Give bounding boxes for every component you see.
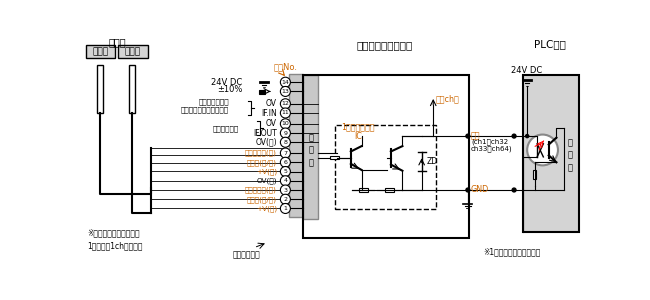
Circle shape [512, 188, 516, 192]
Bar [97, 65, 103, 113]
Bar [303, 74, 469, 238]
Text: +V(茶): +V(茶) [256, 168, 277, 175]
Bar [86, 45, 115, 58]
Circle shape [280, 148, 291, 158]
Text: 2: 2 [283, 197, 287, 202]
Text: 干渉防止出力: 干渉防止出力 [212, 125, 239, 132]
Text: 主
回
路: 主 回 路 [308, 133, 313, 167]
Bar [129, 65, 135, 113]
Circle shape [280, 99, 291, 109]
Circle shape [280, 167, 291, 176]
Text: ※センサのケーブル側が
1光軸目（1ch）です。: ※センサのケーブル側が 1光軸目（1ch）です。 [88, 229, 143, 250]
Text: OV(青): OV(青) [255, 138, 277, 147]
Bar [330, 156, 339, 159]
Bar [335, 124, 436, 209]
Circle shape [527, 135, 558, 165]
Bar [303, 74, 318, 219]
Circle shape [280, 185, 291, 195]
Text: (ch1～ch32
ch33～ch64): (ch1～ch32 ch33～ch64) [471, 138, 513, 152]
Text: ※1出力分の回路例です。: ※1出力分の回路例です。 [484, 248, 541, 257]
Circle shape [512, 134, 516, 138]
Circle shape [280, 77, 291, 87]
Text: PLCなど: PLCなど [534, 39, 566, 49]
Text: 8: 8 [283, 140, 287, 145]
Bar [534, 169, 536, 179]
Text: 14: 14 [281, 80, 289, 85]
Text: 投光器: 投光器 [92, 47, 109, 56]
Circle shape [280, 119, 291, 129]
Text: ±10%: ±10% [217, 85, 242, 94]
Text: センサ: センサ [109, 37, 126, 47]
Circle shape [280, 176, 291, 186]
Text: 他のchへ: 他のchへ [436, 94, 460, 103]
Text: OV(青): OV(青) [256, 178, 277, 184]
Text: 6: 6 [283, 160, 287, 165]
Bar [259, 90, 265, 94]
Circle shape [280, 157, 291, 167]
Text: 11: 11 [281, 110, 289, 116]
Circle shape [280, 194, 291, 204]
Text: IF.OUT: IF.OUT [253, 128, 277, 137]
Text: ZD: ZD [426, 157, 437, 166]
Text: 24V DC: 24V DC [511, 66, 542, 75]
Circle shape [280, 86, 291, 96]
Text: 同期線(橙/紫): 同期線(橙/紫) [247, 196, 277, 202]
Text: 4: 4 [283, 178, 287, 183]
Text: 13: 13 [281, 89, 289, 94]
Text: 10: 10 [281, 121, 289, 126]
Text: 1: 1 [283, 206, 287, 211]
Text: 主
回
路: 主 回 路 [568, 138, 573, 172]
Text: 外部入力線(桃): 外部入力線(桃) [245, 187, 277, 193]
Text: IF.IN: IF.IN [261, 109, 277, 118]
Text: OV: OV [266, 99, 277, 108]
Circle shape [280, 108, 291, 118]
Text: 5: 5 [283, 169, 287, 174]
Text: 24V DC: 24V DC [211, 78, 242, 87]
Text: 1チャンネル分: 1チャンネル分 [341, 122, 374, 131]
Text: 3: 3 [283, 188, 287, 193]
Circle shape [280, 137, 291, 147]
Bar [118, 45, 148, 58]
Text: 出力: 出力 [471, 132, 480, 141]
Bar [385, 188, 395, 191]
Text: 干渉防止入力／
チャンネルチェック入力: 干渉防止入力／ チャンネルチェック入力 [181, 99, 229, 113]
Text: データ出力(黒): データ出力(黒) [245, 150, 277, 156]
Text: リード線の色: リード線の色 [233, 250, 261, 259]
Text: 9: 9 [283, 130, 287, 136]
Bar [359, 188, 368, 191]
Circle shape [466, 134, 470, 138]
Text: コントロールボード: コントロールボード [357, 40, 413, 50]
Text: IC: IC [354, 132, 362, 141]
Circle shape [280, 203, 291, 214]
Text: OV: OV [266, 119, 277, 128]
Text: 同期線(橙/紫): 同期線(橙/紫) [247, 159, 277, 166]
Circle shape [466, 188, 470, 192]
Circle shape [280, 128, 291, 138]
Text: 12: 12 [281, 101, 289, 106]
Text: GND: GND [471, 185, 489, 194]
Circle shape [526, 135, 528, 138]
Text: 7: 7 [283, 151, 287, 155]
Bar [289, 74, 303, 217]
Text: 受光器: 受光器 [125, 47, 141, 56]
Text: +V(茶): +V(茶) [256, 205, 277, 212]
Bar [523, 74, 578, 232]
Text: 端子No.: 端子No. [274, 62, 298, 71]
